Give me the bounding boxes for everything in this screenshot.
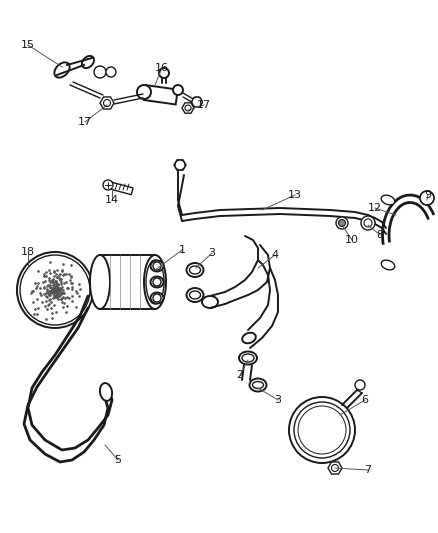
Text: 17: 17 xyxy=(78,117,92,127)
Circle shape xyxy=(159,68,169,78)
Ellipse shape xyxy=(381,195,395,205)
Bar xyxy=(144,85,178,104)
Text: 4: 4 xyxy=(272,250,279,260)
Ellipse shape xyxy=(82,56,94,68)
Ellipse shape xyxy=(151,277,163,287)
Ellipse shape xyxy=(54,62,70,78)
Ellipse shape xyxy=(187,288,204,302)
Circle shape xyxy=(173,85,183,95)
Text: 9: 9 xyxy=(424,190,431,200)
Text: 13: 13 xyxy=(288,190,302,200)
Bar xyxy=(110,182,133,195)
Ellipse shape xyxy=(151,261,163,271)
Ellipse shape xyxy=(250,378,266,392)
Ellipse shape xyxy=(242,354,254,362)
Circle shape xyxy=(332,464,339,472)
Circle shape xyxy=(103,100,110,107)
Ellipse shape xyxy=(187,263,204,277)
Circle shape xyxy=(20,255,90,325)
Ellipse shape xyxy=(202,296,218,308)
Circle shape xyxy=(137,85,151,99)
Ellipse shape xyxy=(144,255,166,309)
Ellipse shape xyxy=(190,291,201,299)
Text: 3: 3 xyxy=(208,248,215,258)
Circle shape xyxy=(153,278,161,286)
Text: 5: 5 xyxy=(114,455,121,465)
Text: 10: 10 xyxy=(345,235,359,245)
Circle shape xyxy=(185,105,191,111)
Circle shape xyxy=(361,216,375,230)
Text: 17: 17 xyxy=(197,100,211,110)
Circle shape xyxy=(106,67,116,77)
Circle shape xyxy=(339,220,346,227)
Ellipse shape xyxy=(151,293,163,303)
Ellipse shape xyxy=(242,333,256,343)
Text: 7: 7 xyxy=(364,465,371,475)
Text: 16: 16 xyxy=(155,63,169,73)
Circle shape xyxy=(153,294,161,302)
Circle shape xyxy=(153,262,161,270)
Text: 14: 14 xyxy=(105,195,119,205)
Ellipse shape xyxy=(100,383,112,401)
Circle shape xyxy=(94,66,106,78)
Circle shape xyxy=(103,180,113,190)
Text: 6: 6 xyxy=(361,395,368,405)
Text: 18: 18 xyxy=(21,247,35,257)
Ellipse shape xyxy=(190,266,201,274)
Circle shape xyxy=(420,191,434,205)
Ellipse shape xyxy=(90,255,110,309)
Text: 1: 1 xyxy=(179,245,186,255)
Text: 3: 3 xyxy=(275,395,282,405)
Circle shape xyxy=(175,160,185,170)
Text: 8: 8 xyxy=(376,230,384,240)
Ellipse shape xyxy=(367,221,375,225)
Text: 12: 12 xyxy=(368,203,382,213)
Circle shape xyxy=(17,252,93,328)
Ellipse shape xyxy=(146,260,164,304)
Circle shape xyxy=(192,97,202,107)
Circle shape xyxy=(336,217,348,229)
Ellipse shape xyxy=(381,260,395,270)
Text: 15: 15 xyxy=(21,40,35,50)
Circle shape xyxy=(355,380,365,390)
Circle shape xyxy=(364,219,372,227)
Ellipse shape xyxy=(252,382,264,389)
Text: 2: 2 xyxy=(237,370,244,380)
Ellipse shape xyxy=(239,351,257,365)
